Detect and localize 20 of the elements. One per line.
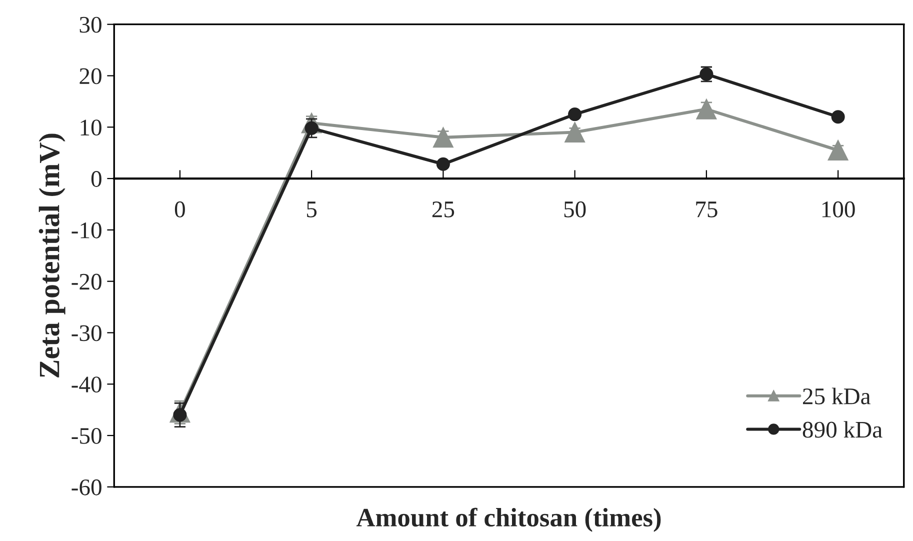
x-tick-label: 0: [174, 201, 185, 218]
x-tick-label: 50: [564, 201, 586, 218]
y-tick-label: -20: [72, 274, 102, 290]
y-axis-title: Zeta potential (mV): [38, 134, 66, 378]
legend-label: 25 kDa: [803, 388, 870, 404]
y-tick-label: 30: [80, 16, 102, 33]
y-tick-label: 10: [80, 120, 102, 136]
legend-label: 890 kDa: [802, 421, 882, 438]
y-tick-label: -50: [72, 428, 102, 444]
x-tick-label: 5: [307, 202, 317, 218]
y-tick-label: -30: [72, 325, 102, 342]
y-tick-label: -40: [72, 376, 102, 393]
y-tick-label: -60: [72, 479, 102, 496]
y-tick-label: -10: [72, 222, 102, 238]
y-tick-label: 20: [80, 68, 102, 84]
x-axis-title: Amount of chitosan (times): [356, 508, 661, 532]
x-tick-label: 100: [822, 201, 855, 218]
x-tick-label: 25: [432, 202, 454, 218]
y-tick-label: 0: [91, 171, 102, 187]
x-tick-label: 75: [696, 202, 718, 218]
